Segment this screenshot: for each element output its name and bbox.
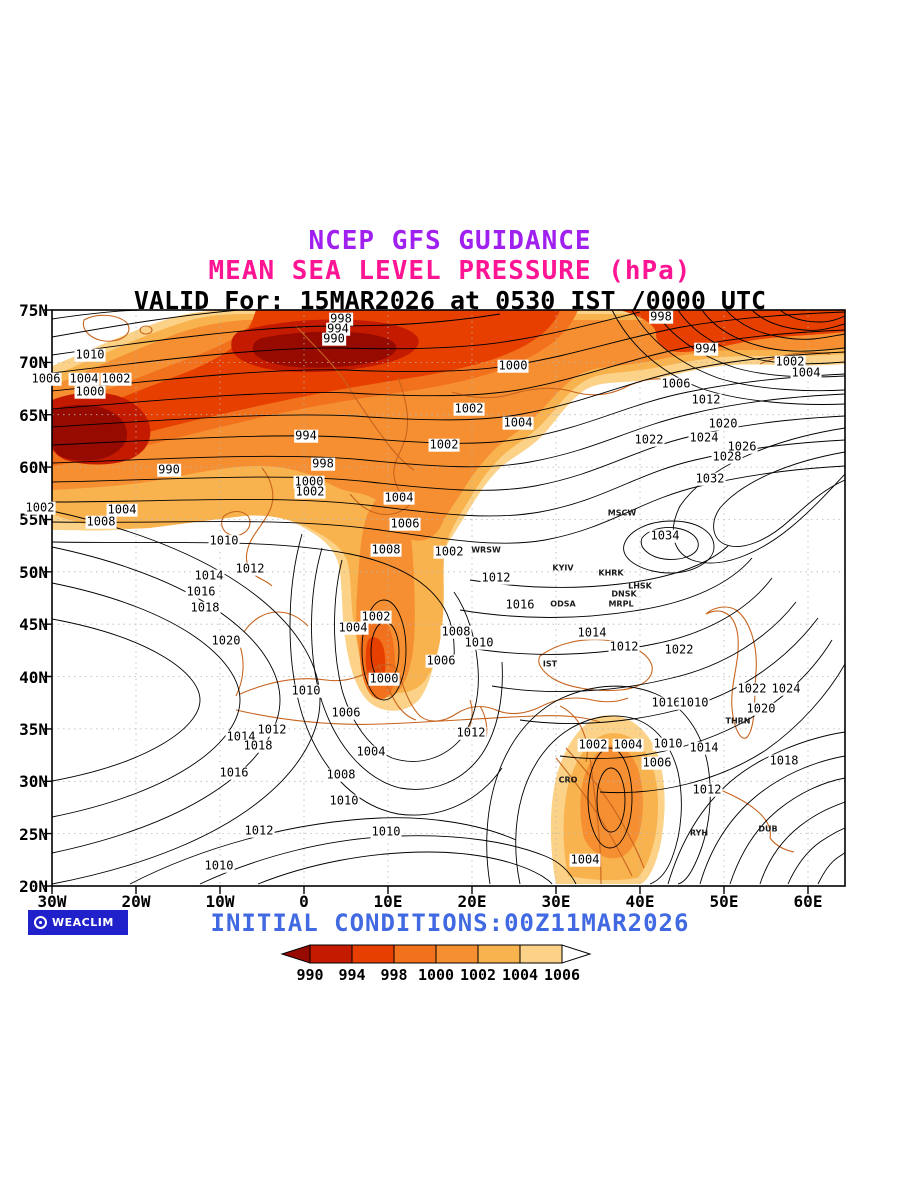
legend-value: 1004 bbox=[502, 966, 538, 984]
weaclim-logo[interactable]: WEACLIM bbox=[28, 910, 128, 935]
graticule bbox=[52, 310, 845, 886]
field-title: MEAN SEA LEVEL PRESSURE (hPa) bbox=[208, 256, 692, 286]
map-frame bbox=[51, 309, 846, 887]
model-title: NCEP GFS GUIDANCE bbox=[308, 226, 592, 256]
legend-value: 1002 bbox=[460, 966, 496, 984]
legend-right-triangle bbox=[561, 944, 592, 964]
legend-value: 990 bbox=[296, 966, 323, 984]
weaclim-logo-text: WEACLIM bbox=[52, 916, 114, 929]
axis-ticks bbox=[44, 309, 809, 894]
pressure-fill-layer bbox=[52, 310, 845, 884]
legend-swatch bbox=[351, 944, 395, 964]
legend-left-triangle bbox=[280, 944, 311, 964]
legend-swatch bbox=[519, 944, 563, 964]
legend-value: 994 bbox=[338, 966, 365, 984]
initial-conditions-text: INITIAL CONDITIONS:00Z11MAR2026 bbox=[210, 909, 690, 937]
legend-value: 1006 bbox=[544, 966, 580, 984]
legend-value: 998 bbox=[380, 966, 407, 984]
legend-swatch bbox=[309, 944, 353, 964]
legend-swatch bbox=[435, 944, 479, 964]
pressure-legend: 990 994 998 1000 1002 1004 1006 bbox=[280, 944, 592, 984]
coastlines bbox=[82, 314, 831, 885]
legend-swatch bbox=[477, 944, 521, 964]
map-layers bbox=[52, 310, 845, 886]
legend-value: 1000 bbox=[418, 966, 454, 984]
legend-swatch bbox=[393, 944, 437, 964]
weaclim-logo-icon bbox=[34, 916, 47, 929]
